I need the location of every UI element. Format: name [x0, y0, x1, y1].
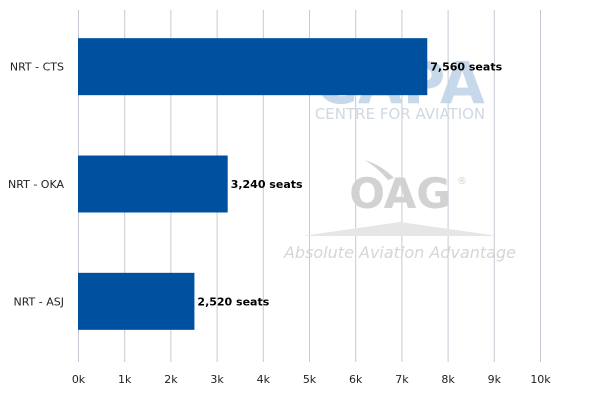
x-tick-label: 1k [118, 373, 132, 386]
x-tick-label: 4k [257, 373, 271, 386]
x-tick-label: 5k [303, 373, 317, 386]
data-label: 2,520 seats [197, 295, 269, 308]
category-label: NRT - ASJ [13, 295, 64, 308]
bar [78, 272, 195, 330]
capa-subtitle: CENTRE FOR AVIATION [315, 105, 485, 123]
x-tick-label: 0k [72, 373, 86, 386]
oag-registered-mark: ® [457, 176, 467, 187]
bars-layer [78, 38, 428, 330]
oag-logo-text: OAG [349, 169, 451, 218]
x-tick-label: 7k [395, 373, 409, 386]
x-tick-label: 10k [530, 373, 551, 386]
category-label: NRT - CTS [10, 61, 64, 74]
x-tick-label: 8k [441, 373, 455, 386]
bar [78, 38, 428, 96]
x-tick-label: 3k [210, 373, 224, 386]
category-label: NRT - OKA [8, 178, 64, 191]
oag-swoosh-icon [364, 160, 394, 180]
labels-layer: 0k 1k 2k 3k 4k 5k 6k 7k 8k 9k 10k NRT - CTS 7,560 se… [8, 61, 551, 386]
oag-tagline: Absolute Aviation Advantage [283, 243, 516, 262]
data-label: 3,240 seats [231, 178, 303, 191]
x-tick-label: 9k [488, 373, 502, 386]
data-label: 7,560 seats [430, 61, 502, 74]
x-tick-label: 2k [164, 373, 178, 386]
bar [78, 155, 228, 213]
x-tick-label: 6k [349, 373, 363, 386]
oag-underline-icon [302, 222, 498, 236]
